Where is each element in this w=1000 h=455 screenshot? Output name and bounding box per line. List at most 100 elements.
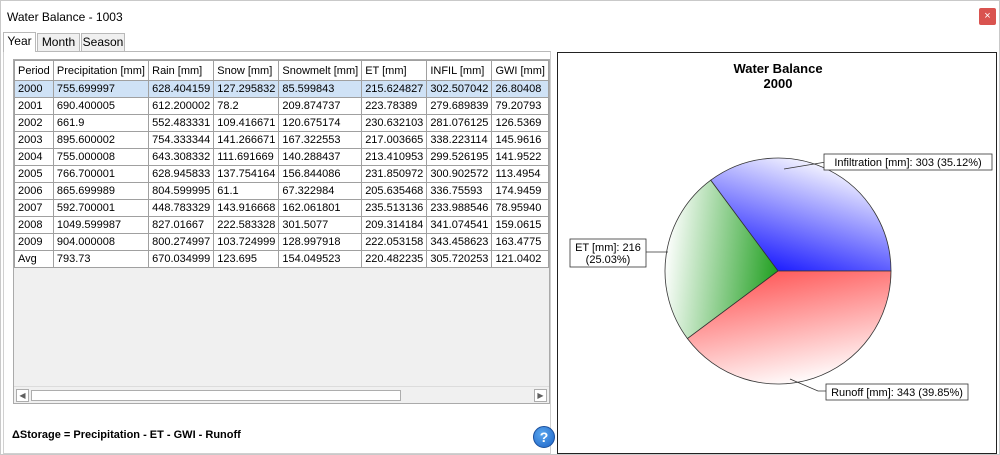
table-cell: 343.458623: [426, 233, 493, 251]
table-row[interactable]: 2004 755.000008 643.308332 111.691669 140.28…: [14, 148, 549, 166]
table-cell: 215.624827: [361, 80, 428, 98]
table-cell: 128.997918: [278, 233, 363, 251]
table-cell: 827.01667: [148, 216, 215, 234]
column-header[interactable]: Period: [14, 60, 54, 81]
table-cell: 78.2: [213, 97, 280, 115]
table-cell: 222.583328: [213, 216, 280, 234]
table-cell: 299.526195: [426, 148, 493, 166]
table-cell: 865.699989: [52, 182, 150, 200]
table-cell: 127.295832: [213, 80, 280, 98]
table-cell: 209.874737: [278, 97, 363, 115]
table-cell: 126.5369: [491, 114, 549, 132]
table-cell: 156.844086: [278, 165, 363, 183]
table-cell: 121.0402: [491, 250, 549, 268]
table-cell: 804.599995: [148, 182, 215, 200]
data-grid[interactable]: Period Precipitation [mm] Rain [mm] Snow [m…: [13, 59, 550, 404]
tab-year[interactable]: Year: [3, 32, 36, 52]
runoff-label: Runoff [mm]: 343 (39.85%): [789, 378, 969, 401]
table-row[interactable]: 2003 895.600002 754.333344 141.266671 167.32…: [14, 131, 549, 149]
table-cell: 111.691669: [213, 148, 280, 166]
column-header[interactable]: Precipitation [mm]: [52, 60, 150, 81]
window-title: Water Balance - 1003: [7, 10, 123, 24]
table-cell: 223.78389: [361, 97, 428, 115]
help-button[interactable]: ?: [533, 426, 555, 448]
close-button[interactable]: ×: [979, 8, 996, 25]
table-cell: 141.266671: [213, 131, 280, 149]
table-cell: 338.223114: [426, 131, 493, 149]
table-cell: 670.034999: [148, 250, 215, 268]
table-cell: 2002: [14, 114, 54, 132]
column-header[interactable]: Snowmelt [mm]: [278, 60, 363, 81]
table-cell: 279.689839: [426, 97, 493, 115]
horizontal-scrollbar[interactable]: ◀ ▶: [14, 386, 549, 403]
scrollbar-thumb[interactable]: [31, 390, 401, 401]
table-cell: 154.049523: [278, 250, 363, 268]
table-cell: 162.061801: [278, 199, 363, 217]
table-cell: 103.724999: [213, 233, 280, 251]
table-cell: 163.4775: [491, 233, 549, 251]
table-cell: 123.695: [213, 250, 280, 268]
table-cell: 552.483331: [148, 114, 215, 132]
table-cell: 661.9: [52, 114, 150, 132]
column-header[interactable]: GWI [mm]: [491, 60, 549, 81]
table-row[interactable]: 2008 1049.599987 827.01667 222.583328 301.50…: [14, 216, 549, 234]
table-cell: 2006: [14, 182, 54, 200]
column-header[interactable]: Rain [mm]: [148, 60, 215, 81]
table-cell: 336.75593: [426, 182, 493, 200]
table-row[interactable]: 2000 755.699997 628.404159 127.295832 85.599…: [14, 80, 549, 98]
tab-month[interactable]: Month: [37, 33, 80, 51]
table-cell: 174.9459: [491, 182, 549, 200]
close-icon: ×: [984, 10, 991, 22]
scroll-right-icon[interactable]: ▶: [534, 389, 547, 402]
table-cell: 222.053158: [361, 233, 428, 251]
table-row[interactable]: 2006 865.699989 804.599995 61.1 67.322984 205…: [14, 182, 549, 200]
table-cell: 690.400005: [52, 97, 150, 115]
table-cell: 800.274997: [148, 233, 215, 251]
column-header[interactable]: ET [mm]: [361, 60, 428, 81]
table-cell: 2007: [14, 199, 54, 217]
table-cell: 26.80408: [491, 80, 549, 98]
table-cell: 230.632103: [361, 114, 428, 132]
chart-subtitle: 2000: [764, 76, 793, 91]
table-row[interactable]: 2009 904.000008 800.274997 103.724999 128.99…: [14, 233, 549, 251]
table-cell: 85.599843: [278, 80, 363, 98]
table-cell: 61.1: [213, 182, 280, 200]
table-cell: 2008: [14, 216, 54, 234]
table-row[interactable]: Avg 793.73 670.034999 123.695 154.049523 220.…: [14, 250, 549, 268]
table-row[interactable]: 2005 766.700001 628.945833 137.754164 156.84…: [14, 165, 549, 183]
pie-chart-panel: Water Balance 2000 Infiltration [mm]: 303 …: [557, 52, 997, 454]
pie-slice[interactable]: [664, 179, 779, 340]
table-cell: 79.20793: [491, 97, 549, 115]
table-row[interactable]: 2007 592.700001 448.783329 143.916668 162.06…: [14, 199, 549, 217]
table-cell: 231.850972: [361, 165, 428, 183]
et-label: ET [mm]: 216(25.03%): [569, 238, 668, 268]
table-cell: 793.73: [52, 250, 150, 268]
table-cell: 2009: [14, 233, 54, 251]
table-cell: 628.945833: [148, 165, 215, 183]
table-cell: 120.675174: [278, 114, 363, 132]
table-cell: 643.308332: [148, 148, 215, 166]
table-cell: 2005: [14, 165, 54, 183]
water-balance-table: Period Precipitation [mm] Rain [mm] Snow [m…: [14, 60, 549, 268]
table-row[interactable]: 2002 661.9 552.483331 109.416671 120.675174 2…: [14, 114, 549, 132]
table-cell: 281.076125: [426, 114, 493, 132]
table-cell: 305.720253: [426, 250, 493, 268]
table-cell: 755.699997: [52, 80, 150, 98]
table-cell: 904.000008: [52, 233, 150, 251]
tab-season[interactable]: Season: [81, 33, 125, 51]
scroll-left-icon[interactable]: ◀: [16, 389, 29, 402]
column-header[interactable]: Snow [mm]: [213, 60, 280, 81]
table-cell: 143.916668: [213, 199, 280, 217]
chart-title: Water Balance: [733, 61, 822, 76]
table-cell: 233.988546: [426, 199, 493, 217]
table-cell: 2004: [14, 148, 54, 166]
table-cell: 167.322553: [278, 131, 363, 149]
table-cell: 612.200002: [148, 97, 215, 115]
table-cell: 78.95940: [491, 199, 549, 217]
help-icon: ?: [539, 429, 549, 445]
column-header[interactable]: INFIL [mm]: [426, 60, 493, 81]
table-row[interactable]: 2001 690.400005 612.200002 78.2 209.874737 22…: [14, 97, 549, 115]
table-cell: 302.507042: [426, 80, 493, 98]
pie-slice[interactable]: [686, 270, 892, 385]
